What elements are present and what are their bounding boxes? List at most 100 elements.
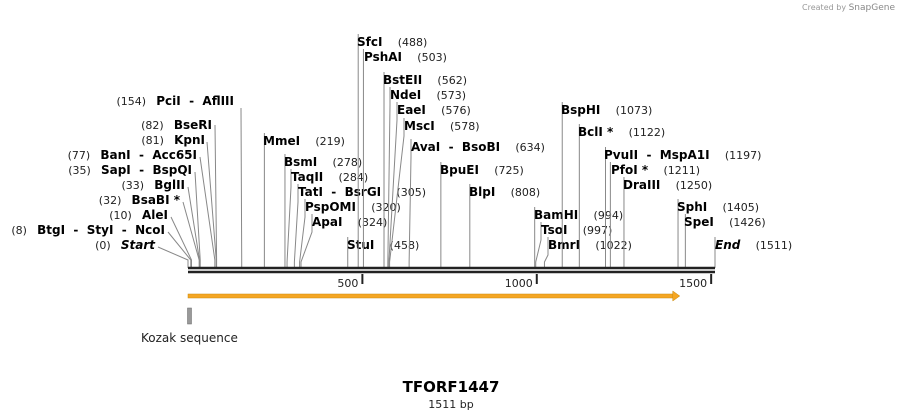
site-position: (562): [437, 74, 467, 87]
site-bamhi[interactable]: BamHI (994): [534, 204, 623, 268]
site-tsoi[interactable]: TsoI (997): [535, 219, 613, 268]
site-label: (154) PciI - AflIII: [116, 90, 234, 109]
site-bsphi[interactable]: BspHI (1073): [561, 99, 652, 268]
site-label: PfoI * (1211): [611, 159, 700, 178]
site-name: PfoI *: [611, 163, 649, 177]
site-position: (320): [371, 201, 401, 214]
credit-brand: SnapGene: [848, 3, 895, 13]
site-label: SfcI (488): [357, 31, 427, 50]
site-bani[interactable]: (77) BanI - Acc65I: [68, 144, 216, 268]
orf-feature[interactable]: [187, 290, 681, 302]
site-blpi[interactable]: BlpI (808): [469, 181, 540, 268]
map-length: 1511 bp: [428, 398, 473, 411]
site-position: (994): [594, 209, 624, 222]
site-label: TaqII (284): [291, 166, 368, 185]
site-label: (35) SapI - BspQI: [68, 159, 192, 178]
axis-tick-label: 1000: [505, 277, 533, 290]
site-eaei[interactable]: EaeI (576): [388, 99, 471, 268]
site-alei[interactable]: (10) AleI: [109, 204, 192, 268]
site-msci[interactable]: MscI (578): [389, 115, 480, 268]
site-name: StuI: [347, 238, 374, 252]
site-name: BlpI: [469, 185, 495, 199]
site-name: SfcI: [357, 35, 382, 49]
site-marker-line: [389, 118, 405, 268]
site-bseri[interactable]: (82) BseRI: [141, 114, 218, 268]
site-pshai[interactable]: PshAI (503): [362, 46, 447, 268]
site-position: (1197): [725, 149, 762, 162]
site-bsteii[interactable]: BstEII (562): [383, 69, 467, 268]
site-name: BglII: [154, 178, 185, 192]
site-name: BspHI: [561, 103, 600, 117]
site-marker-line: [293, 184, 299, 268]
site-pvuii[interactable]: PvuII - MspA1I (1197): [604, 144, 761, 268]
site-taqii[interactable]: TaqII (284): [286, 166, 368, 268]
site-label: SphI (1405): [677, 196, 759, 215]
site-sapi[interactable]: (35) SapI - BspQI: [68, 159, 201, 268]
site-pcii[interactable]: (154) PciI - AflIII: [116, 90, 243, 268]
site-position: (503): [417, 51, 447, 64]
site-stui[interactable]: StuI (458): [347, 234, 419, 268]
site-name: MscI: [404, 119, 435, 133]
site-draiii[interactable]: DraIII (1250): [623, 174, 712, 268]
site-position: (82): [141, 119, 164, 132]
site-bmri[interactable]: BmrI (1022): [543, 234, 632, 268]
site-position: (1511): [756, 239, 793, 252]
site-name: PciI - AflIII: [156, 94, 234, 108]
site-avai[interactable]: AvaI - BsoBI (634): [408, 136, 545, 268]
site-marker-line: [214, 124, 218, 268]
site-tati[interactable]: TatI - BsrGI (305): [293, 181, 426, 268]
site-name: TatI - BsrGI: [298, 185, 381, 199]
site-marker-line: [388, 102, 398, 268]
site-marker-line: [408, 139, 412, 268]
site-label: SpeI (1426): [684, 211, 766, 230]
site-position: (1250): [676, 179, 713, 192]
site-name: SphI: [677, 200, 707, 214]
site-name: KpnI: [174, 133, 205, 147]
site-sphi[interactable]: SphI (1405): [677, 196, 759, 268]
site-name: BclI *: [578, 125, 614, 139]
site-name: NdeI: [390, 88, 421, 102]
site-position: (284): [339, 171, 369, 184]
site-label: (32) BsaBI *: [99, 189, 181, 208]
site-label: TatI - BsrGI (305): [298, 181, 426, 200]
site-label: StuI (458): [347, 234, 419, 253]
site-pfoi[interactable]: PfoI * (1211): [609, 159, 700, 268]
site-mmei[interactable]: MmeI (219): [263, 130, 345, 268]
site-bsmi[interactable]: BsmI (278): [284, 151, 362, 268]
site-position: (458): [390, 239, 420, 252]
site-sfci[interactable]: SfcI (488): [357, 31, 427, 268]
site-label: BlpI (808): [469, 181, 540, 200]
kozak-label: Kozak sequence: [141, 331, 238, 345]
kozak-feature[interactable]: [187, 307, 192, 325]
site-label: BsmI (278): [284, 151, 362, 170]
site-position: (576): [441, 104, 471, 117]
site-marker-line: [206, 141, 217, 268]
site-name: PvuII - MspA1I: [604, 148, 710, 162]
site-label: BamHI (994): [534, 204, 623, 223]
site-ndei[interactable]: NdeI (573): [387, 84, 466, 268]
site-name: DraIII: [623, 178, 660, 192]
site-name: BsmI: [284, 155, 317, 169]
site-end[interactable]: End (1511): [714, 234, 793, 268]
site-start[interactable]: (0) Start: [95, 234, 189, 268]
site-label: PvuII - MspA1I (1197): [604, 144, 761, 163]
site-label: (0) Start: [95, 234, 156, 253]
site-label: (33) BglII: [121, 174, 185, 193]
site-marker-line: [535, 222, 542, 268]
site-position: (33): [121, 179, 144, 192]
axis-ticks: 500 1000 1500: [337, 274, 713, 290]
site-marker-line: [194, 171, 201, 268]
site-position: (305): [396, 186, 426, 199]
site-bcli[interactable]: BclI * (1122): [578, 121, 665, 268]
site-bglii[interactable]: (33) BglII: [121, 174, 201, 268]
site-bpuei[interactable]: BpuEI (725): [440, 159, 524, 268]
site-spei[interactable]: SpeI (1426): [684, 211, 766, 268]
site-btgi[interactable]: (8) BtgI - StyI - NcoI: [11, 219, 192, 268]
site-position: (725): [494, 164, 524, 177]
site-position: (1022): [595, 239, 632, 252]
site-marker-line: [187, 186, 201, 268]
site-position: (8): [11, 224, 27, 237]
site-position: (1073): [616, 104, 653, 117]
site-pspomi[interactable]: PspOMI (320): [299, 196, 401, 268]
site-apai[interactable]: ApaI (324): [300, 211, 387, 268]
